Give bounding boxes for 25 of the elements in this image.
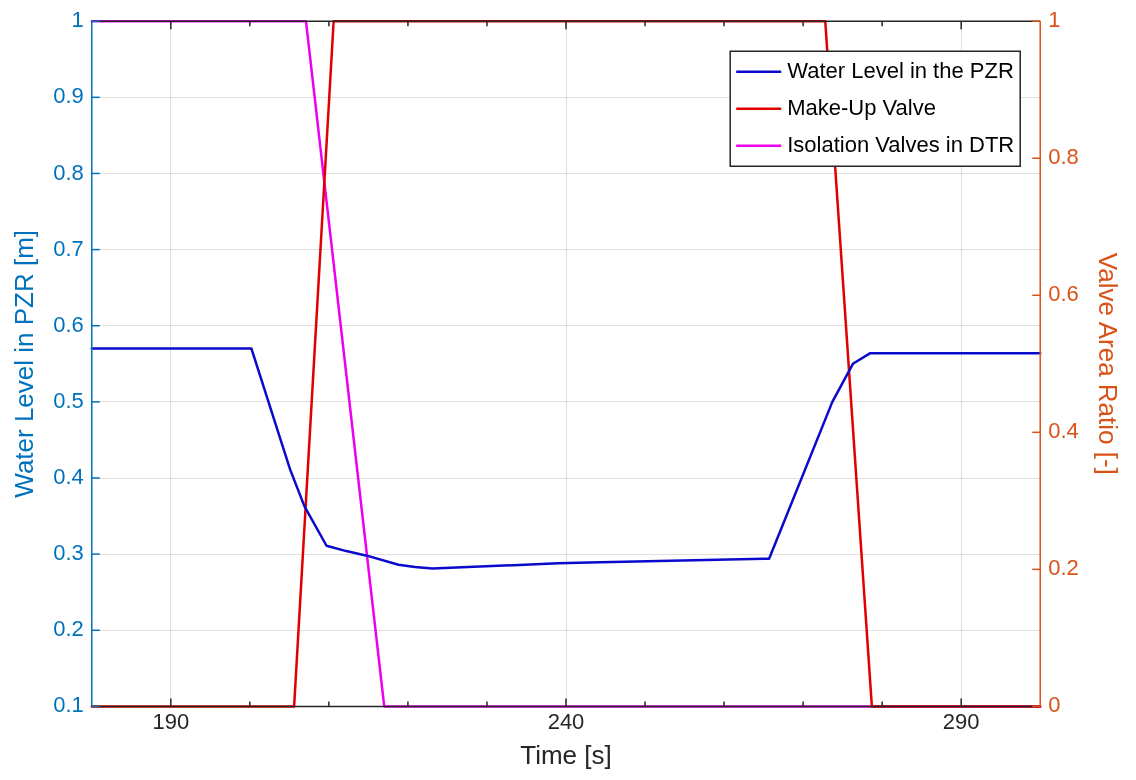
y-tick-label: 0.7	[53, 235, 84, 261]
x-axis-title: Time [s]	[520, 739, 612, 770]
y2-axis-title: Valve Area Ratio [-]	[1093, 252, 1124, 475]
legend-label: Make-Up Valve	[787, 94, 936, 120]
legend-label: Water Level in the PZR	[787, 57, 1014, 83]
y-tick-label: 0.8	[53, 159, 84, 185]
y-tick-label: 0.6	[53, 311, 84, 337]
y-tick-label: 0.9	[53, 83, 84, 109]
y-axis-title: Water Level in PZR [m]	[8, 229, 39, 498]
y-tick-label: 0.2	[53, 616, 84, 642]
y2-tick-label: 0.8	[1048, 144, 1079, 170]
y2-tick-label: 1	[1048, 7, 1061, 33]
y2-tick-label: 0.2	[1048, 555, 1079, 581]
x-tick-label: 240	[547, 708, 585, 734]
legend-label: Isolation Valves in DTR	[787, 131, 1015, 157]
y2-tick-label: 0.4	[1048, 418, 1079, 444]
y-tick-label: 0.3	[53, 540, 84, 566]
y2-tick-label: 0	[1048, 692, 1061, 718]
y2-tick-label: 0.6	[1048, 281, 1079, 307]
x-tick-label: 190	[152, 708, 190, 734]
x-tick-label: 290	[942, 708, 980, 734]
y-tick-label: 1	[71, 7, 84, 33]
y-tick-label: 0.1	[53, 692, 84, 718]
y-tick-label: 0.5	[53, 387, 84, 413]
y-tick-label: 0.4	[53, 464, 84, 490]
